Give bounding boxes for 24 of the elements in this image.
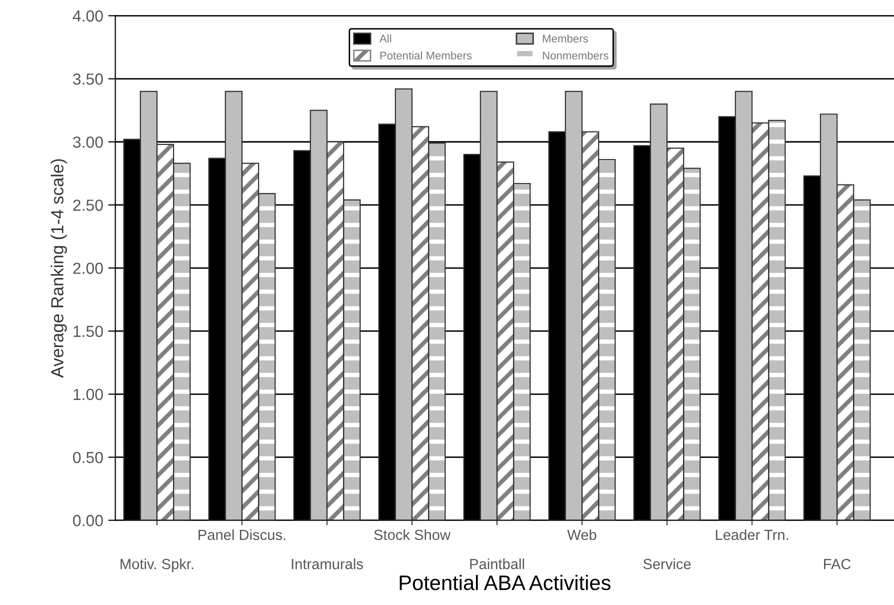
x-tick-label: Paintball [470, 558, 524, 570]
y-tick-label: 3.50 [73, 73, 103, 85]
x-tick-label: Stock Show [374, 529, 451, 540]
x-axis-title: Potential ABA Activities [400, 574, 610, 590]
legend-label: Potential Members [380, 51, 472, 60]
x-tick-label: FAC [824, 558, 851, 570]
x-tick-label: Intramurals [292, 558, 363, 570]
y-tick-label: 2.00 [73, 262, 103, 274]
x-tick-label: Leader Trn. [716, 529, 788, 540]
y-tick-label: 0.00 [73, 514, 103, 526]
legend-label: Members [542, 34, 588, 43]
legend-label: Nonmembers [542, 51, 608, 60]
y-tick-label: 3.00 [73, 136, 103, 148]
x-tick-label: Web [567, 529, 596, 540]
y-axis-title: Average Ranking (1-4 scale) [50, 159, 67, 378]
y-tick-label: 1.50 [74, 326, 103, 338]
legend-label: All [379, 34, 392, 42]
y-tick-label: 0.50 [73, 452, 103, 464]
x-tick-label: Motiv. Spkr. [120, 558, 194, 572]
y-tick-label: 2.50 [73, 200, 103, 211]
x-tick-label: Panel Discus. [198, 529, 286, 540]
x-tick-label: Service [643, 558, 691, 570]
y-tick-label: 1.00 [74, 388, 103, 400]
y-tick-label: 4.00 [72, 10, 103, 22]
